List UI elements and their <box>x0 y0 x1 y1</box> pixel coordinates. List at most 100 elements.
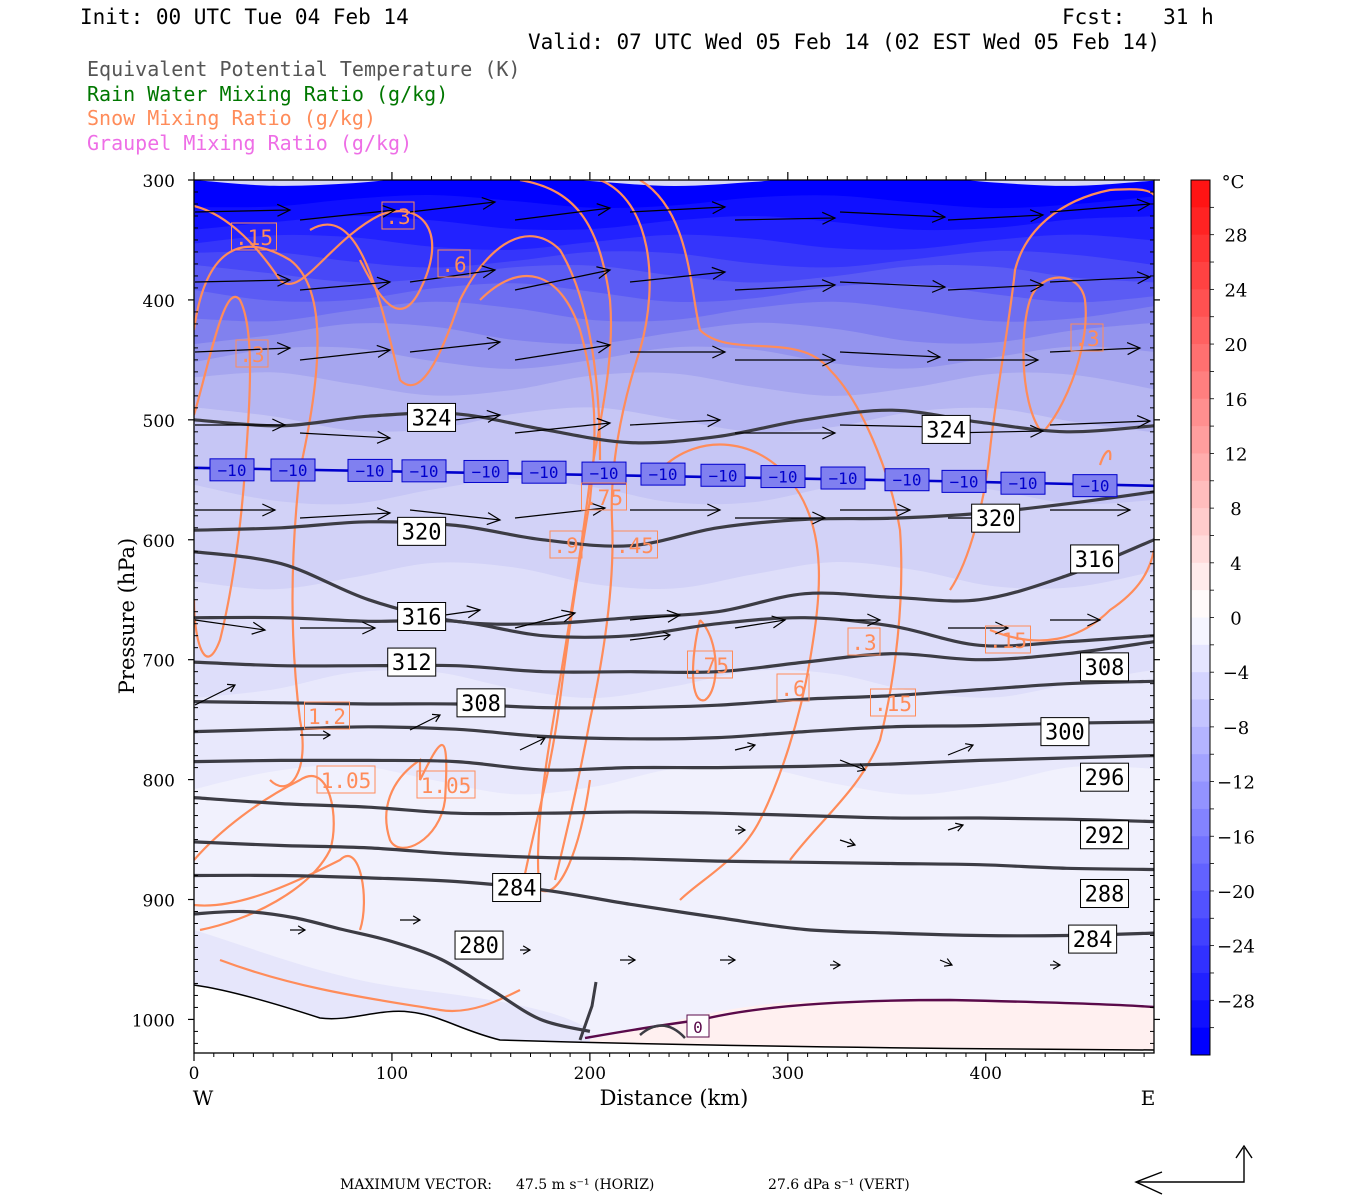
colorbar-tick-label: 8 <box>1230 499 1241 520</box>
wind-vector <box>519 737 546 751</box>
theta-e-label: 312 <box>392 651 432 676</box>
theta-e-label-box <box>1080 879 1130 909</box>
theta-e-label: 296 <box>1085 766 1125 791</box>
wind-vector-head <box>262 503 277 517</box>
west-label: W <box>193 1086 214 1110</box>
wind-vector-head <box>812 511 827 525</box>
colorbar-cell <box>1191 508 1210 536</box>
wind-vector-head <box>376 344 392 358</box>
theta-e-label-box <box>1080 820 1130 850</box>
isotherm-label: −10 <box>829 469 858 488</box>
wind-vector-head <box>832 960 842 970</box>
colorbar: °C 28 24 20 16 12 8 4 0 −4 −8 −12 −16 −20 −24 −28 <box>1190 172 1255 1056</box>
wind-vector-head <box>481 265 497 279</box>
snow-label: .75 <box>691 654 729 678</box>
theta-e-contour <box>194 615 1154 648</box>
snow-label-box <box>612 530 658 559</box>
isotherm-label: −10 <box>950 472 979 491</box>
theta-e-label: 316 <box>402 606 442 631</box>
wind-vector-head <box>596 417 612 431</box>
wind-vector-head <box>706 414 722 428</box>
colorbar-tick-label: 4 <box>1230 554 1241 575</box>
x-tick-label: 300 <box>772 1064 804 1084</box>
wind-vector-head <box>276 203 292 217</box>
colorbar-cell <box>1191 480 1210 509</box>
theta-e-label-box <box>407 402 457 432</box>
y-tick-label: 800 <box>143 772 175 792</box>
isotherm-label: −10 <box>590 464 619 483</box>
wind-vector-head <box>276 342 292 356</box>
colorbar-tick-label: 20 <box>1225 335 1248 356</box>
theta-e-label-box <box>971 503 1021 533</box>
isotherm-label: −10 <box>410 462 439 481</box>
colorbar-cell <box>1191 398 1210 427</box>
wind-vector <box>1049 203 1151 213</box>
snow-label-box <box>687 650 733 679</box>
snow-label: .3 <box>385 205 410 229</box>
east-label: E <box>1141 1086 1156 1110</box>
colorbar-cell <box>1191 699 1210 728</box>
colorbar-cell <box>1191 207 1210 236</box>
theta-e-label-box <box>1070 544 1120 574</box>
isotherm-label-box <box>884 468 930 492</box>
colorbar-cell <box>1191 754 1210 783</box>
y-tick-label: 1000 <box>132 1011 175 1031</box>
snow-label-box <box>304 701 350 730</box>
snow-label-box <box>437 249 471 278</box>
isotherm-label: −10 <box>356 461 385 480</box>
colorbar-cell <box>1191 890 1210 919</box>
colorbar-cell <box>1191 672 1210 701</box>
y-tick-label: 500 <box>143 412 175 432</box>
isotherm-label: −10 <box>893 471 922 490</box>
snow-contour <box>309 223 602 461</box>
temp-band <box>194 669 1154 800</box>
theta-e-label: 300 <box>1045 721 1085 746</box>
theta-e-contour <box>639 1024 686 1039</box>
colorbar-tick-label: 24 <box>1225 280 1248 301</box>
wind-vector <box>1049 420 1151 426</box>
temp-band <box>194 765 1154 1053</box>
colorbar-cell <box>1191 726 1210 755</box>
wind-vector-head <box>1025 353 1040 367</box>
terrain-mask <box>193 984 1155 1053</box>
wind-vector-head <box>771 615 787 629</box>
theta-e-label-box <box>1080 652 1130 682</box>
theta-e-label-box <box>454 930 504 960</box>
isotherm-label-box <box>270 458 316 482</box>
theta-e-contour <box>194 640 1154 675</box>
wind-vector-head <box>431 713 442 723</box>
isotherm-label-box <box>820 466 866 490</box>
wind-vector <box>514 422 611 434</box>
snow-label: .6 <box>441 253 466 277</box>
x-tick-label: 200 <box>574 1064 606 1084</box>
wind-vector-head <box>561 609 577 623</box>
wind-vector <box>947 214 1044 221</box>
legend-snow: Snow Mixing Ratio (g/kg) <box>87 106 376 130</box>
theta-e-label: 292 <box>1085 824 1125 849</box>
wind-vector <box>299 432 391 439</box>
wind-vector-head <box>1029 209 1045 223</box>
isotherm-label: −10 <box>649 465 678 484</box>
snow-label: .15 <box>235 226 273 250</box>
snow-contour <box>1098 449 1112 466</box>
wind-vector-head <box>821 211 837 225</box>
colorbar-cell <box>1191 453 1210 482</box>
isotherm-label-box <box>401 459 447 483</box>
snow-label: .3 <box>851 631 876 655</box>
colorbar-cell <box>1191 836 1210 865</box>
theta-e-label: 284 <box>497 877 537 902</box>
init-time: Init: 00 UTC Tue 04 Feb 14 <box>80 5 409 29</box>
snow-contour <box>639 180 903 861</box>
colorbar-cell <box>1191 371 1210 400</box>
wind-vector <box>194 209 291 213</box>
isotherm-label: −10 <box>1009 474 1038 493</box>
isotherm-label: −10 <box>279 461 308 480</box>
wind-vector <box>629 206 726 213</box>
isotherm-label-box <box>1000 471 1046 495</box>
isotherm-zero-label: 0 <box>693 1018 703 1037</box>
theta-e-contours <box>194 408 1154 1041</box>
snow-label: .9 <box>553 534 578 558</box>
x-tick-label: 100 <box>376 1064 408 1084</box>
colorbar-cell <box>1191 562 1210 591</box>
